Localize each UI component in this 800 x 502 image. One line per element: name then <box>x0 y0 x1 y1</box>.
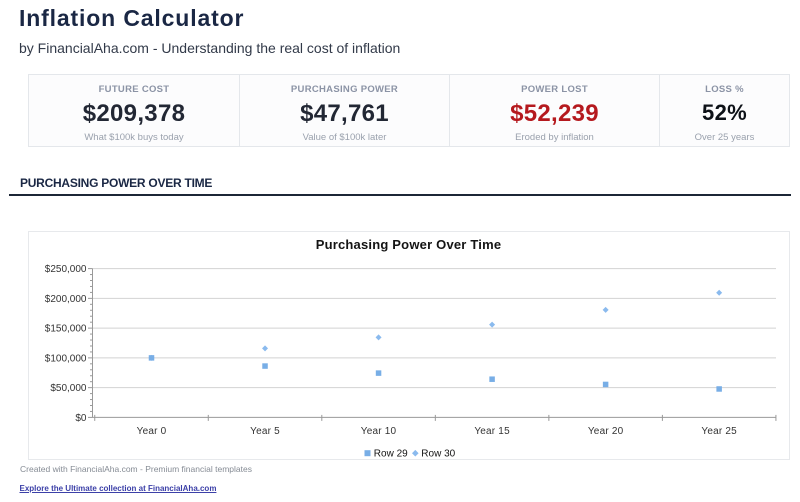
svg-text:Year 15: Year 15 <box>474 426 510 437</box>
svg-text:Row 29: Row 29 <box>374 449 408 460</box>
svg-text:Purchasing Power Over Time: Purchasing Power Over Time <box>316 237 502 252</box>
svg-text:$50,000: $50,000 <box>50 383 87 394</box>
svg-text:Year 10: Year 10 <box>361 426 397 437</box>
svg-text:$0: $0 <box>75 413 87 424</box>
svg-text:$250,000: $250,000 <box>45 264 87 275</box>
svg-text:Year 25: Year 25 <box>701 426 737 437</box>
svg-text:$100,000: $100,000 <box>45 353 87 364</box>
svg-text:$200,000: $200,000 <box>45 294 87 305</box>
svg-text:Year 0: Year 0 <box>137 426 167 437</box>
svg-text:Year 5: Year 5 <box>250 426 280 437</box>
svg-text:$150,000: $150,000 <box>45 324 87 335</box>
svg-text:Year 20: Year 20 <box>588 426 624 437</box>
svg-text:Row 30: Row 30 <box>421 449 455 460</box>
